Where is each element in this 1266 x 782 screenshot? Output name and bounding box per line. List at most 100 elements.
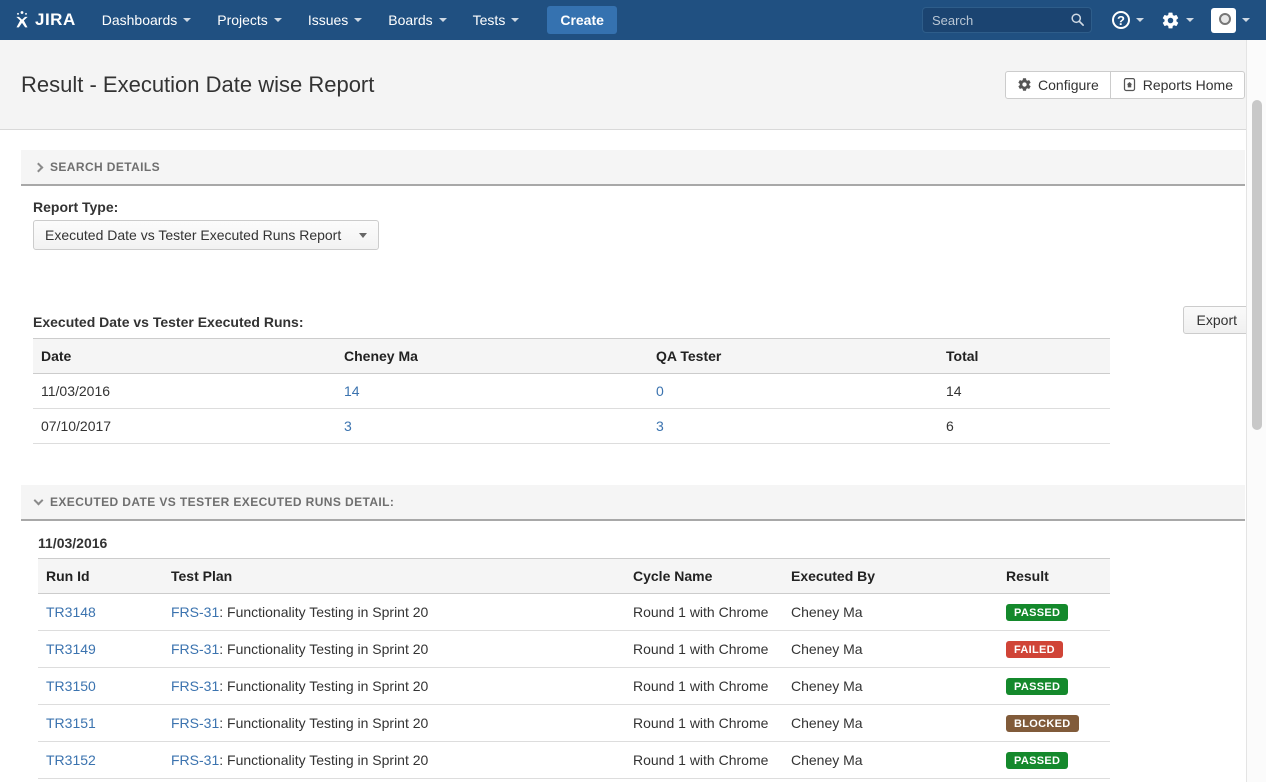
reports-home-label: Reports Home <box>1143 77 1233 93</box>
nav-item-label: Tests <box>473 12 506 28</box>
chevron-down-icon <box>511 18 519 22</box>
cycle-name-cell: Round 1 with Chrome <box>625 742 783 779</box>
nav-item-tests[interactable]: Tests <box>473 12 520 28</box>
jira-logo-icon <box>12 10 32 30</box>
executed-by-cell: Cheney Ma <box>783 594 998 631</box>
scrollbar-thumb[interactable] <box>1252 100 1262 430</box>
run-count-link[interactable]: 3 <box>656 418 664 434</box>
run-id-link[interactable]: TR3150 <box>46 678 96 694</box>
chevron-down-icon <box>34 496 44 506</box>
nav-item-label: Projects <box>217 12 268 28</box>
result-badge: FAILED <box>1006 641 1063 658</box>
table-row: TR3153 FRS-31: Functionality Testing in … <box>38 779 1110 782</box>
result-badge: PASSED <box>1006 678 1068 695</box>
run-count-link[interactable]: 14 <box>344 383 360 399</box>
run-id-link[interactable]: TR3149 <box>46 641 96 657</box>
col-header-executed-by: Executed By <box>783 559 998 594</box>
table-row: TR3148 FRS-31: Functionality Testing in … <box>38 594 1110 631</box>
table-row: TR3149 FRS-31: Functionality Testing in … <box>38 631 1110 668</box>
result-badge: BLOCKED <box>1006 715 1079 732</box>
navbar-right: ? <box>922 7 1254 33</box>
test-plan-title: : Functionality Testing in Sprint 20 <box>219 641 428 657</box>
cycle-name-cell: Round 1 with Chrome <box>625 668 783 705</box>
create-button[interactable]: Create <box>547 6 617 34</box>
col-header-cheney-ma: Cheney Ma <box>336 339 648 374</box>
report-type-label: Report Type: <box>33 199 1245 215</box>
nav-item-dashboards[interactable]: Dashboards <box>102 12 192 28</box>
user-avatar <box>1211 8 1236 33</box>
table-row: TR3151 FRS-31: Functionality Testing in … <box>38 705 1110 742</box>
test-plan-link[interactable]: FRS-31 <box>171 715 219 731</box>
detail-header-row: Run Id Test Plan Cycle Name Executed By … <box>38 559 1110 594</box>
run-id-link[interactable]: TR3152 <box>46 752 96 768</box>
run-id-link[interactable]: TR3151 <box>46 715 96 731</box>
detail-table: Run Id Test Plan Cycle Name Executed By … <box>38 558 1110 782</box>
detail-section-label: EXECUTED DATE VS TESTER EXECUTED RUNS DE… <box>50 495 394 509</box>
executed-by-cell: Cheney Ma <box>783 705 998 742</box>
table-row: 11/03/2016 14 0 14 <box>33 374 1110 409</box>
main-menu: Dashboards Projects Issues Boards Tests <box>102 12 546 28</box>
chevron-down-icon <box>274 18 282 22</box>
executed-by-cell: Cheney Ma <box>783 779 998 782</box>
table-row: TR3152 FRS-31: Functionality Testing in … <box>38 742 1110 779</box>
nav-item-label: Boards <box>388 12 432 28</box>
executed-by-cell: Cheney Ma <box>783 668 998 705</box>
test-plan-link[interactable]: FRS-31 <box>171 678 219 694</box>
test-plan-link[interactable]: FRS-31 <box>171 604 219 620</box>
jira-logo[interactable]: JIRA <box>12 10 76 30</box>
report-type-select[interactable]: Executed Date vs Tester Executed Runs Re… <box>33 220 379 250</box>
test-plan-title: : Functionality Testing in Sprint 20 <box>219 678 428 694</box>
chevron-down-icon <box>1186 18 1194 22</box>
gear-icon <box>1161 11 1180 30</box>
test-plan-title: : Functionality Testing in Sprint 20 <box>219 752 428 768</box>
run-id-link[interactable]: TR3148 <box>46 604 96 620</box>
summary-table: Date Cheney Ma QA Tester Total 11/03/201… <box>33 338 1110 444</box>
help-menu[interactable]: ? <box>1112 11 1144 29</box>
executed-by-cell: Cheney Ma <box>783 631 998 668</box>
run-count-link[interactable]: 0 <box>656 383 664 399</box>
nav-item-projects[interactable]: Projects <box>217 12 282 28</box>
table-row: 07/10/2017 3 3 6 <box>33 409 1110 444</box>
search-input[interactable] <box>922 7 1092 33</box>
search-details-toggle[interactable]: SEARCH DETAILS <box>21 150 1245 186</box>
gear-icon <box>1017 77 1032 92</box>
total-cell: 14 <box>938 374 1110 409</box>
search-icon[interactable] <box>1070 12 1085 27</box>
detail-date-group: 11/03/2016 <box>38 535 1245 551</box>
col-header-test-plan: Test Plan <box>163 559 625 594</box>
export-button[interactable]: Export <box>1183 306 1251 334</box>
col-header-cycle-name: Cycle Name <box>625 559 783 594</box>
reports-home-icon <box>1122 77 1137 92</box>
date-cell: 07/10/2017 <box>33 409 336 444</box>
chevron-down-icon <box>359 233 367 238</box>
summary-table-heading: Executed Date vs Tester Executed Runs: <box>33 314 1245 330</box>
header-actions: Configure Reports Home <box>1005 71 1245 99</box>
chevron-down-icon <box>1136 18 1144 22</box>
cycle-name-cell: Round 1 with Chrome <box>625 779 783 782</box>
search-details-label: SEARCH DETAILS <box>50 160 160 174</box>
col-header-result: Result <box>998 559 1110 594</box>
nav-item-issues[interactable]: Issues <box>308 12 362 28</box>
nav-item-label: Issues <box>308 12 348 28</box>
total-cell: 6 <box>938 409 1110 444</box>
chevron-right-icon <box>34 162 44 172</box>
cycle-name-cell: Round 1 with Chrome <box>625 594 783 631</box>
reports-home-button[interactable]: Reports Home <box>1110 71 1245 99</box>
run-count-link[interactable]: 3 <box>344 418 352 434</box>
configure-button[interactable]: Configure <box>1005 71 1111 99</box>
top-navbar: JIRA Dashboards Projects Issues Boards T… <box>0 0 1266 40</box>
nav-item-boards[interactable]: Boards <box>388 12 446 28</box>
detail-section-toggle[interactable]: EXECUTED DATE VS TESTER EXECUTED RUNS DE… <box>21 485 1245 521</box>
vertical-scrollbar[interactable] <box>1246 40 1266 782</box>
cycle-name-cell: Round 1 with Chrome <box>625 631 783 668</box>
search-box <box>922 7 1092 33</box>
summary-header-row: Date Cheney Ma QA Tester Total <box>33 339 1110 374</box>
settings-menu[interactable] <box>1161 11 1194 30</box>
report-type-selected-value: Executed Date vs Tester Executed Runs Re… <box>45 227 341 243</box>
configure-label: Configure <box>1038 77 1099 93</box>
user-menu[interactable] <box>1211 8 1250 33</box>
table-row: TR3150 FRS-31: Functionality Testing in … <box>38 668 1110 705</box>
test-plan-link[interactable]: FRS-31 <box>171 752 219 768</box>
test-plan-link[interactable]: FRS-31 <box>171 641 219 657</box>
chevron-down-icon <box>439 18 447 22</box>
